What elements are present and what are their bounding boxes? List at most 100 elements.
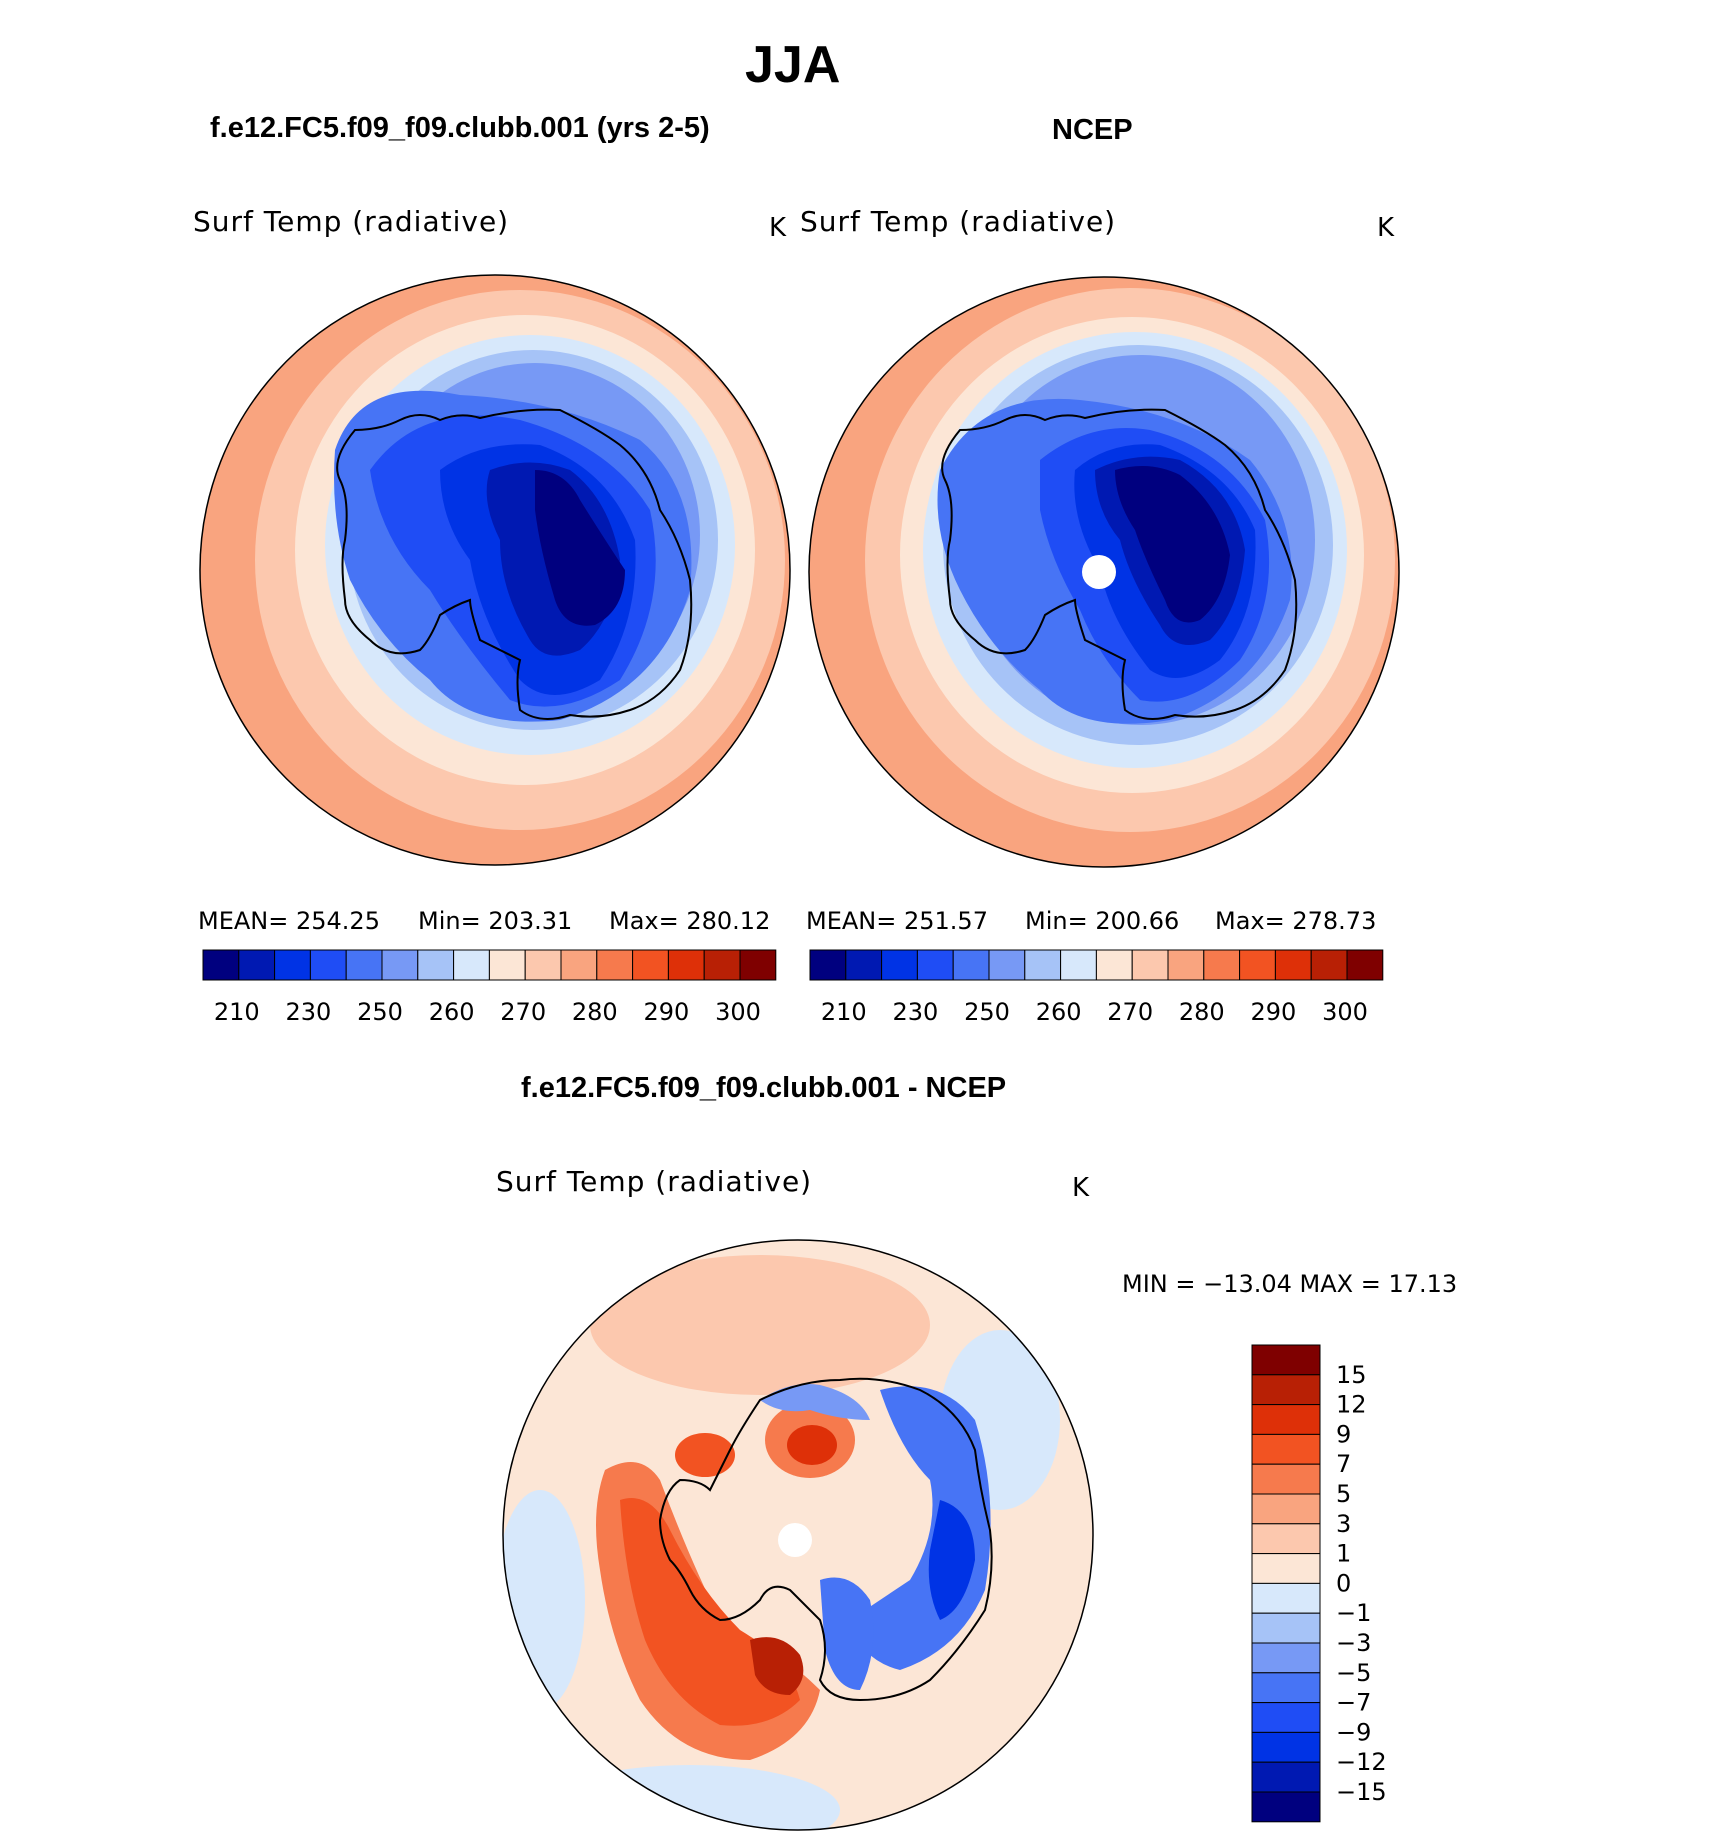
colorbar-ncep-tick-label: 290	[1250, 998, 1296, 1026]
panel-model-variable: Surf Temp (radiative)	[193, 205, 510, 238]
colorbar-difference-swatch	[1251, 1582, 1321, 1614]
colorbar-difference-swatch	[1251, 1612, 1321, 1644]
colorbar-ncep-swatch	[809, 949, 847, 981]
colorbar-model-tick-label: 210	[214, 998, 260, 1026]
panel-ncep-heading: NCEP	[1052, 114, 1133, 146]
colorbar-model-swatch	[381, 949, 419, 981]
colorbar-difference-tick-label: −12	[1336, 1748, 1387, 1776]
panel-model-min: Min= 203.31	[418, 907, 573, 935]
colorbar-ncep-swatch	[1024, 949, 1062, 981]
colorbar-difference-tick-label: 1	[1336, 1540, 1351, 1568]
colorbar-ncep-tick-label: 230	[892, 998, 938, 1026]
colorbar-ncep-tick-label: 280	[1179, 998, 1225, 1026]
panel-ncep-max: Max= 278.73	[1215, 907, 1377, 935]
colorbar-difference-swatch	[1251, 1642, 1321, 1674]
colorbar-difference-tick-label: 9	[1336, 1420, 1351, 1448]
panel-model-mean: MEAN= 254.25	[198, 907, 380, 935]
colorbar-ncep-swatch	[1310, 949, 1348, 981]
colorbar-ncep-swatch	[1239, 949, 1276, 981]
colorbar-model-tick-label: 230	[285, 998, 331, 1026]
colorbar-difference	[1251, 1344, 1321, 1823]
colorbar-difference-swatch	[1251, 1404, 1321, 1435]
panel-difference-variable: Surf Temp (radiative)	[496, 1165, 813, 1198]
colorbar-ncep-swatch	[1060, 949, 1097, 981]
colorbar-difference-tick-label: 5	[1336, 1480, 1351, 1508]
colorbar-ncep-tick-label: 300	[1322, 998, 1368, 1026]
colorbar-model-tick-label: 260	[429, 998, 475, 1026]
colorbar-difference-swatch	[1251, 1791, 1321, 1823]
colorbar-difference-swatch	[1251, 1463, 1321, 1495]
colorbar-difference-tick-label: 3	[1336, 1510, 1351, 1538]
colorbar-difference-swatch	[1251, 1374, 1321, 1406]
colorbar-model-tick-label: 280	[572, 998, 618, 1026]
colorbar-ncep	[809, 949, 1384, 981]
panel-ncep-min: Min= 200.66	[1025, 907, 1180, 935]
colorbar-difference-tick-label: −15	[1336, 1778, 1387, 1806]
colorbar-model-swatch	[524, 949, 562, 981]
colorbar-model-tick-label: 250	[357, 998, 403, 1026]
colorbar-ncep-tick-label: 270	[1107, 998, 1153, 1026]
colorbar-difference-swatch	[1251, 1344, 1321, 1376]
colorbar-difference-tick-label: 15	[1336, 1361, 1367, 1389]
colorbar-model-tick-label: 290	[643, 998, 689, 1026]
colorbar-labels: 210 230 250 260 270 280 290 300 210 230 250 260 270 2…	[214, 998, 1387, 1806]
colorbar-model-swatch	[739, 949, 777, 981]
colorbar-difference-tick-label: −1	[1336, 1599, 1371, 1627]
colorbar-ncep-swatch	[1167, 949, 1205, 981]
colorbar-difference-swatch	[1251, 1702, 1321, 1733]
colorbar-ncep-tick-label: 210	[821, 998, 867, 1026]
colorbar-model-swatch	[560, 949, 598, 981]
colorbar-ncep-swatch	[952, 949, 990, 981]
colorbar-ncep-swatch	[845, 949, 883, 981]
map-ncep	[809, 277, 1399, 867]
panel-difference-minmax: MIN = −13.04 MAX = 17.13	[1122, 1270, 1458, 1298]
colorbar-difference-tick-label: −3	[1336, 1629, 1371, 1657]
colorbar-difference-tick-label: 7	[1336, 1450, 1351, 1478]
panel-difference-heading: f.e12.FC5.f09_f09.clubb.001 - NCEP	[521, 1072, 1007, 1104]
colorbar-model-swatch	[667, 949, 705, 981]
colorbar-model-tick-label: 300	[715, 998, 761, 1026]
colorbar-ncep-swatch	[881, 949, 918, 981]
colorbar-model-swatch	[345, 949, 383, 981]
colorbar-difference-tick-label: 12	[1336, 1391, 1367, 1419]
colorbar-difference-swatch	[1251, 1433, 1321, 1465]
colorbar-ncep-swatch	[1203, 949, 1241, 981]
colorbar-difference-tick-label: −5	[1336, 1659, 1371, 1687]
colorbar-difference-swatch	[1251, 1761, 1321, 1793]
colorbar-ncep-swatch	[1131, 949, 1169, 981]
colorbar-model-swatch	[632, 949, 669, 981]
colorbar-ncep-swatch	[1274, 949, 1312, 981]
colorbar-model	[202, 949, 777, 981]
colorbar-model-swatch	[596, 949, 634, 981]
colorbar-model-swatch	[309, 949, 347, 981]
colorbar-ncep-tick-label: 260	[1036, 998, 1082, 1026]
colorbar-difference-swatch	[1251, 1731, 1321, 1763]
colorbar-difference-tick-label: 0	[1336, 1569, 1351, 1597]
colorbar-model-tick-label: 270	[500, 998, 546, 1026]
colorbar-ncep-swatch	[988, 949, 1026, 981]
panel-model-max: Max= 280.12	[609, 907, 771, 935]
figure-title: JJA	[745, 36, 841, 94]
colorbar-difference-tick-label: −7	[1336, 1689, 1371, 1717]
panel-ncep-mean: MEAN= 251.57	[806, 907, 988, 935]
colorbar-ncep-swatch	[916, 949, 954, 981]
colorbar-difference-swatch	[1251, 1493, 1321, 1525]
panel-ncep-variable: Surf Temp (radiative)	[800, 205, 1117, 238]
colorbar-ncep-tick-label: 250	[964, 998, 1010, 1026]
colorbar-ncep-swatch	[1095, 949, 1133, 981]
map-model	[200, 275, 790, 865]
colorbar-model-swatch	[202, 949, 240, 981]
colorbar-difference-tick-label: −9	[1336, 1718, 1371, 1746]
colorbar-difference-swatch	[1251, 1523, 1321, 1555]
panel-model-heading: f.e12.FC5.f09_f09.clubb.001 (yrs 2-5)	[210, 112, 710, 144]
map-difference	[503, 1240, 1093, 1830]
colorbar-model-swatch	[703, 949, 741, 981]
colorbar-model-swatch	[453, 949, 490, 981]
colorbar-model-swatch	[417, 949, 455, 981]
colorbar-model-swatch	[238, 949, 276, 981]
colorbar-difference-swatch	[1251, 1672, 1321, 1704]
panel-model-units: K	[769, 213, 787, 243]
colorbar-model-swatch	[488, 949, 526, 981]
panel-ncep-units: K	[1377, 213, 1395, 243]
